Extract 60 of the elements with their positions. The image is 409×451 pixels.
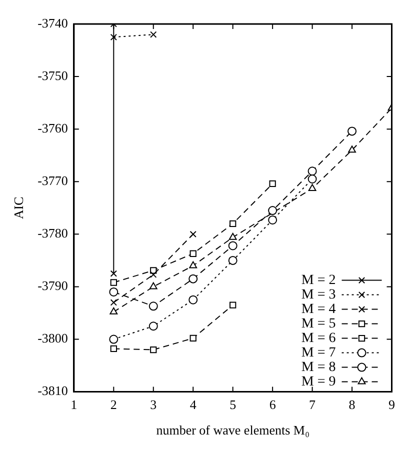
point xyxy=(188,274,198,284)
y-tick-label: -3740 xyxy=(38,15,68,30)
x-tick-label: 2 xyxy=(110,397,117,412)
legend-label: M = 7 xyxy=(301,345,336,360)
point xyxy=(148,302,158,311)
y-axis-title: AIC xyxy=(11,196,26,220)
point xyxy=(110,279,117,286)
point xyxy=(228,232,237,240)
x-tick-label: 1 xyxy=(70,397,78,412)
x-tick-label: 9 xyxy=(388,397,395,412)
y-tick-label: -3770 xyxy=(38,173,68,188)
y-tick-label: -3750 xyxy=(38,68,68,83)
point xyxy=(110,307,118,314)
point xyxy=(109,334,118,344)
legend-label: M = 3 xyxy=(301,287,336,302)
point xyxy=(150,271,157,278)
point xyxy=(110,299,117,306)
point xyxy=(110,345,117,352)
y-tick-label: -3810 xyxy=(38,383,68,398)
x-tick-label: 5 xyxy=(230,397,236,412)
point xyxy=(308,174,317,184)
point xyxy=(348,126,357,136)
point xyxy=(149,282,158,290)
point xyxy=(228,256,238,265)
point xyxy=(190,230,196,238)
legend-label: M = 8 xyxy=(301,360,336,375)
x-tick-label: 3 xyxy=(150,397,157,412)
y-tick-label: -3800 xyxy=(38,330,68,346)
legend-label: M = 4 xyxy=(301,302,336,317)
point xyxy=(189,261,198,268)
legend-label: M = 5 xyxy=(301,316,336,332)
point xyxy=(109,287,118,296)
point xyxy=(269,180,276,188)
y-tick-label: -3790 xyxy=(38,278,68,294)
point xyxy=(110,270,117,277)
x-tick-label: 6 xyxy=(269,397,276,412)
point xyxy=(228,241,238,250)
legend-label: M = 6 xyxy=(301,330,336,346)
point xyxy=(230,220,236,227)
x-tick-label: 4 xyxy=(190,397,197,412)
x-tick-label: 8 xyxy=(348,397,356,412)
point xyxy=(190,250,196,257)
point xyxy=(348,146,356,153)
point xyxy=(308,184,316,191)
legend-label: M = 2 xyxy=(301,272,336,288)
point xyxy=(148,322,158,331)
y-tick-label: -3760 xyxy=(38,120,68,136)
x-tick-label: 7 xyxy=(309,397,316,412)
point xyxy=(268,215,278,224)
y-tick-label: -3780 xyxy=(38,226,68,241)
point xyxy=(150,346,157,354)
point xyxy=(188,295,198,304)
legend-label: M = 9 xyxy=(301,374,336,390)
point xyxy=(150,31,157,38)
x-axis-title: number of wave elements M₀ xyxy=(156,422,310,438)
point xyxy=(308,166,317,176)
point xyxy=(230,302,236,308)
point xyxy=(268,206,278,216)
point xyxy=(110,34,117,40)
point xyxy=(190,334,196,342)
